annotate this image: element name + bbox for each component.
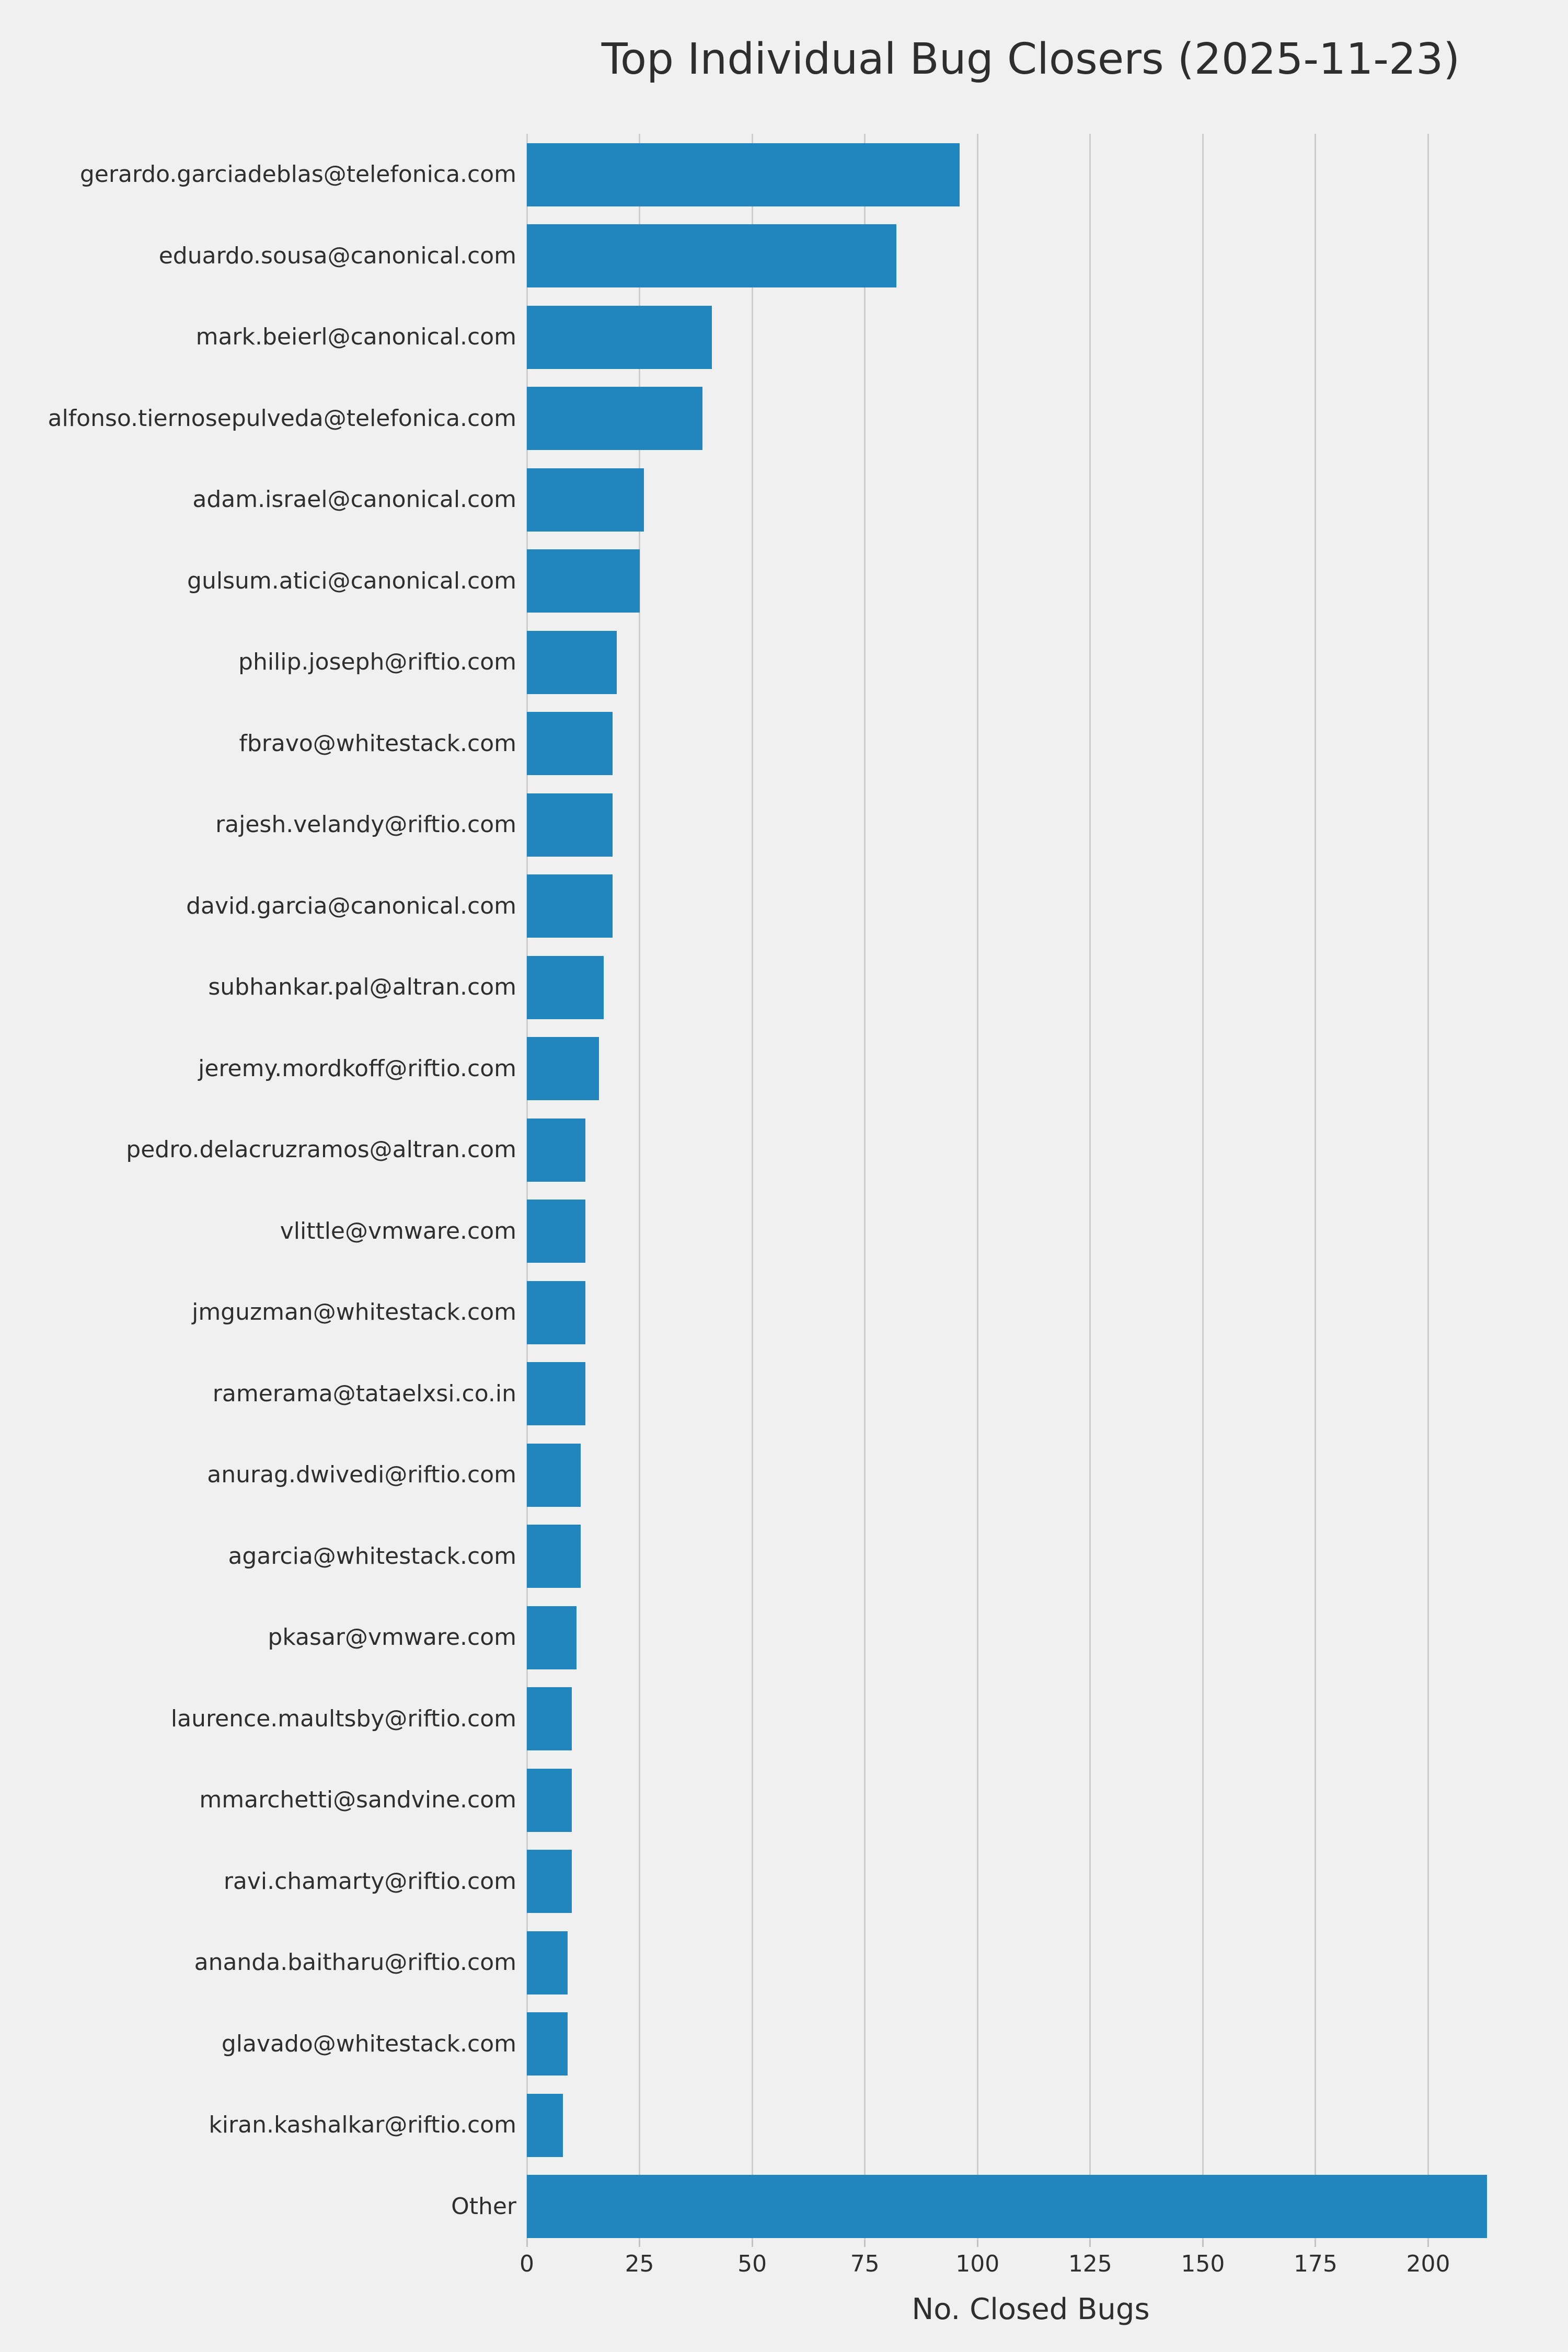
gridline xyxy=(864,134,866,2240)
bar xyxy=(527,2012,568,2076)
bar xyxy=(527,305,712,369)
gridline xyxy=(751,134,753,2240)
x-tick-label: 200 xyxy=(1406,2251,1450,2277)
x-tick-label: 50 xyxy=(737,2251,767,2277)
y-tick-label: jeremy.mordkoff@riftio.com xyxy=(198,1055,516,1082)
bar xyxy=(527,1037,599,1100)
y-tick-label: kiran.kashalkar@riftio.com xyxy=(209,2112,516,2138)
bar xyxy=(527,1443,581,1507)
bar xyxy=(527,143,960,206)
y-tick-label: jmguzman@whitestack.com xyxy=(192,1299,516,1325)
y-tick-label: adam.israel@canonical.com xyxy=(192,486,516,513)
bar xyxy=(527,1281,586,1344)
bar xyxy=(527,1687,572,1750)
y-tick-label: laurence.maultsby@riftio.com xyxy=(170,1705,516,1732)
bar xyxy=(527,712,613,775)
bar xyxy=(527,1606,577,1669)
gridline xyxy=(1427,134,1429,2240)
bar xyxy=(527,955,604,1019)
y-tick-label: mmarchetti@sandvine.com xyxy=(199,1786,516,1813)
y-tick-label: philip.joseph@riftio.com xyxy=(238,649,516,675)
x-tick-label: 75 xyxy=(850,2251,880,2277)
y-tick-label: alfonso.tiernosepulveda@telefonica.com xyxy=(48,405,517,432)
bar xyxy=(527,793,613,857)
y-tick-label: glavado@whitestack.com xyxy=(221,2030,516,2057)
bar xyxy=(527,1768,572,1832)
y-tick-label: david.garcia@canonical.com xyxy=(186,892,516,919)
y-tick-label: ananda.baitharu@riftio.com xyxy=(194,1949,516,1976)
bar xyxy=(527,1525,581,1588)
bar xyxy=(527,2175,1487,2238)
x-tick-mark xyxy=(751,2240,753,2247)
x-tick-mark xyxy=(639,2240,641,2247)
bar xyxy=(527,1200,586,1263)
y-tick-label: pedro.delacruzramos@altran.com xyxy=(126,1136,516,1163)
bar xyxy=(527,549,640,613)
x-tick-label: 25 xyxy=(625,2251,654,2277)
bar xyxy=(527,874,613,938)
y-tick-label: rajesh.velandy@riftio.com xyxy=(215,811,516,838)
x-tick-label: 175 xyxy=(1293,2251,1338,2277)
gridline xyxy=(1315,134,1317,2240)
x-tick-mark xyxy=(526,2240,528,2247)
y-tick-label: pkasar@vmware.com xyxy=(268,1624,516,1651)
gridline xyxy=(639,134,641,2240)
y-tick-label: agarcia@whitestack.com xyxy=(228,1542,516,1570)
y-tick-label: fbravo@whitestack.com xyxy=(239,730,516,757)
plot-area: 0 25 50 75 100 125 150 175 200 xyxy=(520,134,1535,2277)
bar xyxy=(527,387,703,450)
y-tick-label: ravi.chamarty@riftio.com xyxy=(223,1867,516,1895)
x-tick-mark xyxy=(864,2240,866,2247)
x-tick-mark xyxy=(1202,2240,1204,2247)
x-tick-mark xyxy=(976,2240,978,2247)
x-axis-title: No. Closed Bugs xyxy=(912,2292,1150,2326)
bar xyxy=(527,1118,586,1182)
x-tick-label: 0 xyxy=(520,2251,534,2277)
bar xyxy=(527,630,617,694)
x-tick-mark xyxy=(1427,2240,1429,2247)
y-tick-label: subhankar.pal@altran.com xyxy=(208,974,516,1000)
bar xyxy=(527,1931,568,1994)
y-tick-label: mark.beierl@canonical.com xyxy=(195,324,516,350)
y-tick-label: Other xyxy=(451,2193,516,2220)
bar xyxy=(527,1850,572,1913)
y-tick-label: eduardo.sousa@canonical.com xyxy=(158,242,516,269)
bar xyxy=(527,468,644,532)
y-tick-label: gerardo.garciadeblas@telefonica.com xyxy=(79,161,516,188)
gridline xyxy=(1202,134,1204,2240)
x-tick-label: 100 xyxy=(955,2251,1000,2277)
bar xyxy=(527,2093,563,2157)
bar xyxy=(527,1362,586,1425)
y-tick-label: gulsum.atici@canonical.com xyxy=(187,567,516,594)
chart-title: Top Individual Bug Closers (2025-11-23) xyxy=(601,34,1460,84)
y-tick-label: vlittle@vmware.com xyxy=(280,1217,516,1244)
x-tick-label: 150 xyxy=(1181,2251,1225,2277)
x-tick-mark xyxy=(1089,2240,1091,2247)
gridline xyxy=(526,134,528,2240)
x-tick-mark xyxy=(1315,2240,1317,2247)
gridline xyxy=(1089,134,1091,2240)
y-tick-label: anurag.dwivedi@riftio.com xyxy=(207,1461,516,1488)
y-tick-label: ramerama@tataelxsi.co.in xyxy=(212,1380,516,1407)
bar xyxy=(527,224,897,287)
x-tick-label: 125 xyxy=(1068,2251,1112,2277)
gridline xyxy=(976,134,978,2240)
